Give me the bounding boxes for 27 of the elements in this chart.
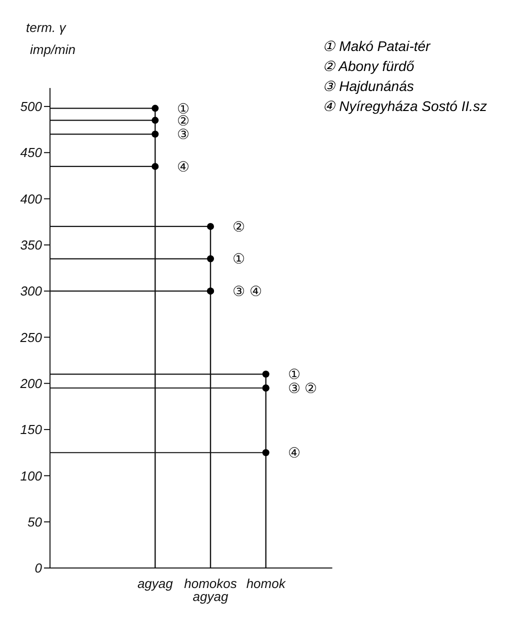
y-tick-label: 100 [20,468,43,484]
y-tick-label: 300 [20,284,43,299]
annotation: ② [232,218,246,234]
text: ① Makó Patai-tér [322,37,432,56]
annotation: ③ ④ [232,283,262,300]
y-tick-label: 200 [19,376,43,391]
annotation: ① [288,366,301,382]
y-tick-label: 0 [34,560,43,576]
annotation: ④ [177,158,190,174]
annotation: ③ ② [288,380,318,396]
annotation: ③ [177,126,190,142]
x-tick-label: agyag [137,576,174,591]
x-tick-label: homokos agyag [184,576,238,604]
y-tick-label: 50 [28,514,43,530]
text: ③ Hajdunánás [322,77,415,96]
y-tick-label: 350 [20,238,43,253]
x-tick-label: homok [246,576,287,591]
y-axis-title: term. γ imp/min [26,20,76,57]
annotation: ① [232,250,246,267]
y-tick-label: 150 [20,422,43,438]
y-tick-label: 250 [19,330,43,345]
annotation: ④ [288,444,301,461]
y-tick-label: 450 [20,145,43,160]
text: ④ Nyíregyháza Sostó II.sz [322,97,487,116]
y-tick-label: 400 [20,191,43,206]
y-tick-label: 500 [20,99,43,114]
text: ② Abony fürdő [322,57,416,76]
